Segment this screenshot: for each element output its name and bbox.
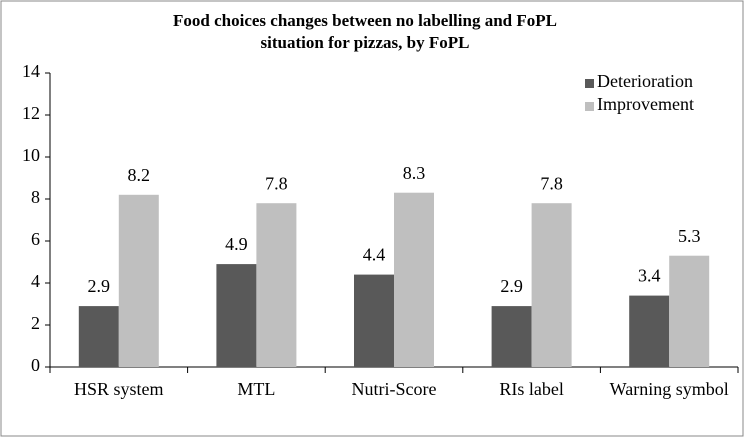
y-tick-label: 10: [22, 145, 40, 165]
data-label: 7.8: [265, 173, 288, 193]
bar: [669, 255, 710, 367]
x-tick-label: RIs label: [499, 379, 564, 399]
chart-title: Food choices changes between no labellin…: [173, 11, 557, 30]
legend-swatch: [585, 79, 594, 88]
bar: [531, 203, 572, 367]
y-tick-label: 0: [31, 355, 40, 375]
data-label: 3.4: [638, 266, 661, 286]
x-tick-label: MTL: [237, 379, 276, 399]
bar: [78, 306, 119, 367]
data-label: 2.9: [500, 276, 523, 296]
bar: [118, 194, 159, 367]
x-tick-label: Warning symbol: [609, 379, 729, 399]
data-label: 2.9: [88, 276, 111, 296]
chart-title: situation for pizzas, by FoPL: [261, 33, 470, 52]
y-tick-label: 6: [31, 229, 40, 249]
y-tick-label: 2: [31, 313, 40, 333]
y-tick-label: 4: [31, 271, 40, 291]
legend-label: Improvement: [597, 94, 694, 114]
bar: [256, 203, 297, 367]
legend-label: Deterioration: [597, 71, 693, 91]
bar: [216, 264, 257, 367]
data-label: 4.4: [363, 245, 386, 265]
x-tick-label: Nutri-Score: [351, 379, 437, 399]
bar: [629, 295, 670, 367]
y-tick-label: 14: [22, 61, 40, 81]
bar: [354, 274, 394, 367]
y-tick-label: 8: [31, 187, 40, 207]
legend-swatch: [585, 102, 594, 111]
data-label: 8.3: [403, 163, 426, 183]
bar: [394, 192, 434, 367]
bar: [491, 306, 532, 367]
data-label: 7.8: [540, 173, 563, 193]
data-label: 8.2: [128, 165, 151, 185]
data-label: 4.9: [225, 234, 248, 254]
y-tick-label: 12: [22, 103, 40, 123]
data-label: 5.3: [678, 226, 701, 246]
x-tick-label: HSR system: [74, 379, 164, 399]
